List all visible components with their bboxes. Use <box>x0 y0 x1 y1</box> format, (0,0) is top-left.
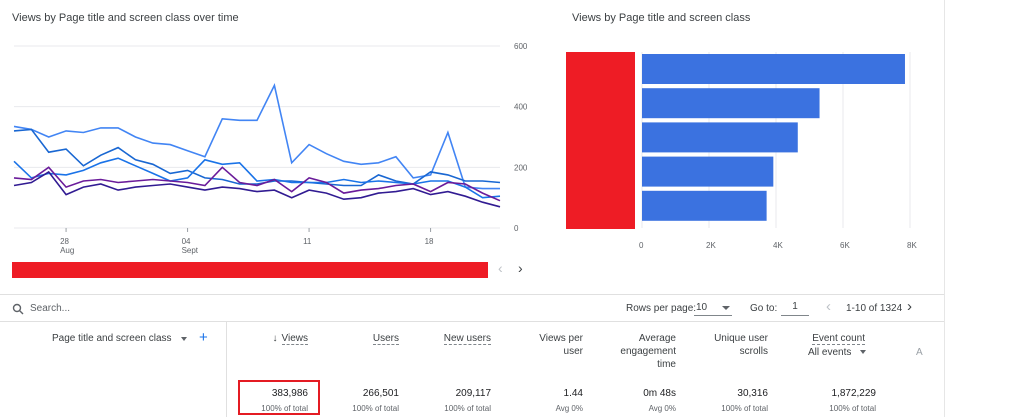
search-icon[interactable] <box>12 302 24 315</box>
line-y-tick: 200 <box>514 163 528 172</box>
bar-x-tick: 4K <box>773 241 783 250</box>
line-series-5[interactable] <box>13 170 501 208</box>
prev-page-button[interactable]: ‹ <box>826 298 831 315</box>
total-avg-engagement: 0m 48s <box>643 388 676 399</box>
goto-value: 1 <box>792 301 798 312</box>
redacted-bar-labels <box>566 52 635 229</box>
total-unique-scrolls: 30,316 <box>737 388 768 399</box>
col-views-per-user-label: Views per user <box>539 333 583 357</box>
line-y-tick: 0 <box>514 224 519 233</box>
line-chart-title: Views by Page title and screen class ove… <box>12 12 239 24</box>
chevron-down-icon <box>722 306 730 310</box>
total-views-per-user: 1.44 <box>563 388 583 399</box>
line-x-tick-day: 28 <box>60 237 69 246</box>
total-views-per-user-sub: Avg 0% <box>555 404 583 413</box>
goto-label: Go to: <box>750 303 778 314</box>
line-x-tick-month: Sept <box>182 246 199 255</box>
total-new-users: 209,117 <box>455 388 491 399</box>
bar-1[interactable] <box>642 54 905 84</box>
chart-prev-button[interactable]: ‹ <box>498 260 503 276</box>
line-series-3[interactable] <box>13 157 501 199</box>
divider <box>0 294 944 295</box>
total-new-users-sub: 100% of total <box>444 404 491 413</box>
col-unique-scrolls-header[interactable]: Unique user scrolls <box>704 332 768 358</box>
highlight-box <box>238 380 320 415</box>
column-divider <box>226 321 227 417</box>
dimension-header[interactable]: Page title and screen class <box>52 333 172 344</box>
line-x-tick-day: 04 <box>182 237 191 246</box>
event-filter-select[interactable]: All events <box>808 347 867 358</box>
col-new-users-label: New users <box>443 333 491 345</box>
rows-per-page-select[interactable]: 10 <box>694 300 732 316</box>
bar-chart-title: Views by Page title and screen class <box>572 12 751 24</box>
sort-desc-icon: ↓ <box>272 333 278 344</box>
line-y-tick: 600 <box>514 42 528 51</box>
search-input[interactable]: Search... <box>30 303 71 314</box>
col-views-label: Views <box>281 333 308 345</box>
side-panel <box>944 0 1024 417</box>
bar-x-tick: 2K <box>706 241 716 250</box>
total-users: 266,501 <box>362 388 399 399</box>
line-x-tick-day: 18 <box>425 237 434 246</box>
col-avg-engagement-label: Average engagement time <box>620 333 676 370</box>
line-y-tick: 400 <box>514 103 528 112</box>
bar-2[interactable] <box>642 88 820 119</box>
bar-chart: 0 2K 4K 6K 8K <box>639 52 917 250</box>
col-users-header[interactable]: Users <box>330 332 399 345</box>
bar-x-tick: 6K <box>840 241 850 250</box>
line-series-4[interactable] <box>13 166 501 202</box>
event-filter-value: All events <box>808 347 852 358</box>
chart-next-button[interactable]: › <box>518 260 523 276</box>
bar-4[interactable] <box>642 156 774 187</box>
col-event-count-header[interactable]: Event count <box>800 332 865 345</box>
next-page-button[interactable]: › <box>907 298 912 315</box>
col-users-label: Users <box>372 333 399 345</box>
total-event-count: 1,872,229 <box>831 388 877 399</box>
col-new-users-header[interactable]: New users <box>420 332 491 345</box>
bar-3[interactable] <box>642 122 798 153</box>
bar-x-tick: 8K <box>907 241 917 250</box>
add-dimension-button[interactable]: + <box>199 329 208 346</box>
rows-per-page-value: 10 <box>696 302 708 313</box>
line-series-1[interactable] <box>13 83 500 190</box>
redacted-legend <box>12 262 488 278</box>
bar-5[interactable] <box>642 190 767 221</box>
col-event-count-label: Event count <box>812 333 865 345</box>
goto-input[interactable]: 1 <box>781 300 809 316</box>
chevron-down-icon <box>860 350 867 355</box>
line-series-2[interactable] <box>13 128 501 187</box>
total-users-sub: 100% of total <box>352 404 399 413</box>
col-views-header[interactable]: ↓ Views <box>250 332 308 345</box>
total-views: 383,986 <box>271 388 308 399</box>
line-x-tick-day: 11 <box>303 237 312 246</box>
bar-x-tick: 0 <box>639 241 644 250</box>
total-avg-engagement-sub: Avg 0% <box>648 404 676 413</box>
total-event-count-sub: 100% of total <box>829 404 876 413</box>
col-avg-engagement-header[interactable]: Average engagement time <box>612 332 676 371</box>
page-range: 1-10 of 1324 <box>846 303 903 314</box>
total-unique-scrolls-sub: 100% of total <box>721 404 768 413</box>
clipped-column-header: A <box>916 347 923 358</box>
total-views-sub: 100% of total <box>261 404 308 413</box>
table-header-divider <box>0 321 944 322</box>
col-views-per-user-header[interactable]: Views per user <box>525 332 583 358</box>
line-x-tick-month: Aug <box>60 246 74 255</box>
dimension-dropdown-icon[interactable] <box>181 337 187 341</box>
rows-per-page-label: Rows per page: <box>626 303 697 314</box>
col-unique-scrolls-label: Unique user scrolls <box>714 333 768 357</box>
